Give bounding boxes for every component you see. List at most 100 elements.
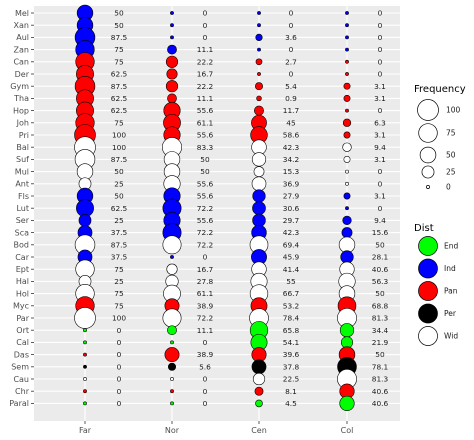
bubble [345, 72, 349, 76]
y-tick-label: Ant [15, 180, 29, 189]
bubble [252, 201, 266, 216]
value-label: 34.2 [283, 155, 299, 164]
value-label: 40.6 [372, 387, 389, 396]
value-label: 50 [375, 289, 385, 298]
value-label: 61.1 [197, 289, 214, 298]
bubble [255, 399, 263, 408]
value-label: 75 [114, 289, 124, 298]
bubble [252, 372, 266, 386]
size-legend-key [421, 165, 435, 179]
value-label: 0 [289, 70, 294, 79]
value-label: 2.7 [285, 57, 297, 66]
value-label: 6.3 [374, 118, 386, 127]
value-label: 55.6 [197, 131, 214, 140]
value-label: 87.5 [111, 240, 128, 249]
y-tick-label: Bal [16, 143, 29, 152]
y-tick-label: Xan [14, 21, 29, 30]
value-label: 62.5 [111, 94, 128, 103]
bubble [341, 227, 353, 239]
bubble [257, 47, 261, 52]
bubble [345, 35, 349, 40]
value-label: 0 [378, 45, 383, 54]
value-label: 3.1 [374, 131, 386, 140]
bubble [338, 236, 356, 253]
color-legend-label: Per [444, 309, 457, 318]
value-label: 42.3 [283, 143, 300, 152]
bubble [83, 401, 87, 406]
value-label: 75 [114, 118, 124, 127]
value-label: 41.4 [283, 265, 300, 274]
bubble [170, 389, 174, 394]
value-label: 0 [117, 375, 122, 384]
value-label: 65.8 [283, 326, 300, 335]
bubble [342, 118, 352, 127]
value-label: 0 [378, 70, 383, 79]
value-label: 0 [203, 399, 208, 408]
value-label: 81.3 [372, 375, 389, 384]
color-legend-label: Wid [444, 332, 458, 341]
bubble [167, 44, 177, 55]
value-label: 62.5 [111, 204, 128, 213]
value-label: 45.9 [283, 253, 300, 262]
value-label: 0 [203, 338, 208, 347]
value-label: 78.1 [372, 362, 389, 371]
y-tick-label: Fls [18, 192, 29, 201]
bubble [251, 152, 267, 167]
value-label: 37.5 [111, 253, 128, 262]
value-label: 81.3 [372, 314, 389, 323]
y-tick-label: Aul [16, 33, 29, 42]
value-label: 4.5 [285, 399, 297, 408]
bubble [345, 108, 349, 113]
y-tick-label: Car [15, 253, 29, 262]
y-tick-label: Hol [16, 289, 29, 298]
value-label: 34.4 [372, 326, 389, 335]
size-legend-key [418, 123, 438, 143]
value-label: 50 [114, 192, 124, 201]
value-label: 16.7 [197, 70, 214, 79]
color-legend-key [418, 326, 438, 346]
value-label: 56.3 [372, 277, 389, 286]
value-label: 78.4 [283, 314, 300, 323]
y-tick-label: Paral [9, 399, 29, 408]
value-label: 100 [112, 143, 126, 152]
value-label: 54.1 [283, 338, 300, 347]
bubble [170, 35, 174, 40]
color-legend-label: End [444, 242, 458, 251]
value-label: 37.5 [111, 228, 128, 237]
bubble [83, 364, 87, 369]
y-tick-label: Das [14, 350, 29, 359]
bubble [253, 166, 265, 177]
y-tick-label: Chr [15, 387, 30, 396]
size-legend-label: 75 [446, 129, 456, 138]
bubble [257, 72, 261, 76]
bubble [257, 11, 261, 15]
panel-background [34, 6, 400, 421]
bubble [83, 328, 87, 333]
value-label: 3.1 [374, 82, 386, 91]
value-label: 0 [203, 33, 208, 42]
value-label: 58.6 [283, 131, 300, 140]
bubble [170, 401, 174, 406]
bubble [342, 142, 352, 152]
size-legend-label: 0 [446, 183, 451, 192]
bubble [345, 11, 349, 15]
value-label: 72.2 [197, 204, 213, 213]
value-label: 62.5 [111, 106, 128, 115]
bubble [167, 93, 177, 104]
value-label: 0 [289, 21, 294, 30]
y-tick-label: Sem [11, 363, 29, 372]
bubble [339, 323, 355, 338]
y-tick-label: Pri [19, 131, 29, 140]
value-label: 9.4 [374, 143, 386, 152]
value-label: 55.6 [197, 106, 214, 115]
value-label: 0 [378, 179, 383, 188]
size-legend-title: Frequency [414, 84, 466, 95]
bubble [165, 80, 179, 93]
bubble [170, 23, 174, 28]
bubble [170, 377, 174, 381]
color-legend-title: Dist [414, 223, 434, 234]
bubble [255, 82, 263, 91]
y-tick-label: Suf [16, 155, 29, 164]
value-label: 8.1 [285, 387, 297, 396]
bubble [74, 307, 96, 329]
